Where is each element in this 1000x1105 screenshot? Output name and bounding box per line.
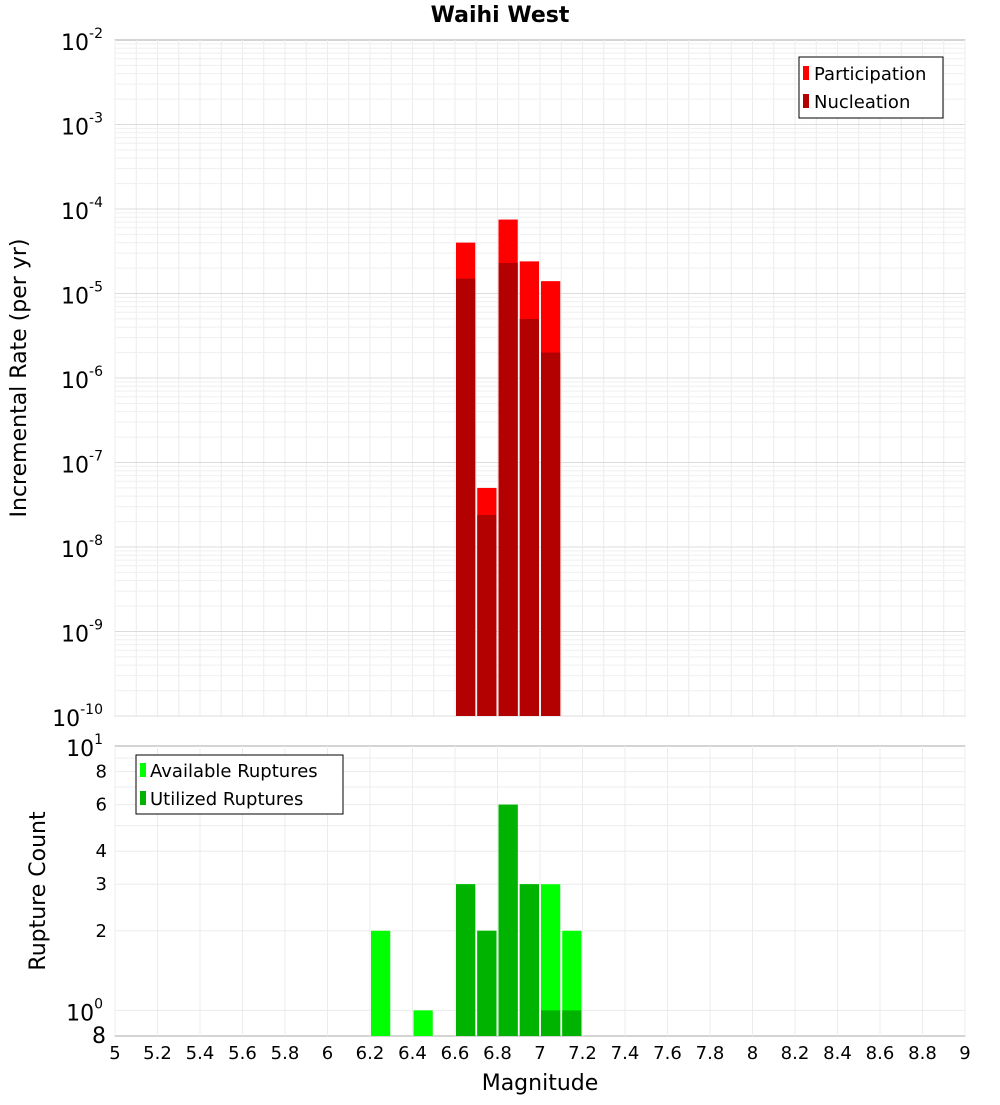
rate-y-ticks: 10-2 10-3 10-4 10-5 10-6 10-7 10-8 10-9 10-10	[52, 26, 103, 732]
rate-legend: Participation Nucleation	[798, 56, 944, 119]
rate-bar-nucleation	[477, 514, 497, 716]
x-tick-label: 7.2	[568, 1043, 597, 1064]
count-bar-utilized	[562, 1010, 582, 1036]
legend-swatch-utilized	[140, 791, 146, 805]
count-y-axis-title: Rupture Count	[26, 811, 51, 971]
rate-legend-box	[798, 56, 944, 119]
rate-y-tick-label: 10-4	[61, 195, 103, 225]
count-y-tick-label: 100	[66, 996, 103, 1026]
x-tick-label: 6.6	[441, 1043, 470, 1064]
count-y-tick-label: 4	[96, 841, 107, 862]
x-tick-label: 6.8	[483, 1043, 512, 1064]
count-bar-utilized	[498, 804, 518, 1036]
x-tick-label: 7	[534, 1043, 545, 1064]
rate-bar-nucleation	[519, 318, 539, 716]
legend-swatch-nucleation	[803, 94, 809, 108]
rate-y-tick-label: 10-5	[61, 280, 103, 310]
rate-bars	[456, 219, 561, 717]
rate-y-tick-label: 10-6	[61, 364, 103, 394]
x-tick-label: 7.4	[611, 1043, 640, 1064]
x-axis-title: Magnitude	[482, 1071, 599, 1096]
rate-y-tick-label: 10-2	[61, 26, 103, 56]
chart-title: Waihi West	[431, 3, 570, 28]
rate-y-tick-label: 10-8	[61, 533, 103, 563]
count-bar-utilized	[477, 930, 497, 1036]
rate-plot: 10-2 10-3 10-4 10-5 10-6 10-7 10-8 10-9 10-10 In…	[7, 26, 966, 732]
legend-label-available: Available Ruptures	[150, 761, 318, 782]
count-bar-utilized	[519, 884, 539, 1036]
count-bar-available	[562, 930, 582, 1036]
x-tick-label: 6.2	[356, 1043, 385, 1064]
x-tick-label: 8.2	[781, 1043, 810, 1064]
x-tick-label: 5.2	[143, 1043, 172, 1064]
rate-y-axis-title: Incremental Rate (per yr)	[7, 239, 32, 518]
x-tick-label: 9	[959, 1043, 970, 1064]
rate-y-tick-label: 10-7	[61, 449, 103, 479]
x-tick-label: 8.6	[866, 1043, 895, 1064]
count-bar-utilized	[541, 1010, 561, 1036]
legend-swatch-available	[140, 763, 146, 777]
count-bar-available	[413, 1010, 433, 1036]
rate-y-tick-label: 10-9	[61, 618, 103, 648]
x-tick-label: 6	[322, 1043, 333, 1064]
rate-bar-nucleation	[456, 278, 476, 716]
count-bar-available	[541, 884, 561, 1036]
x-tick-label: 8.8	[908, 1043, 937, 1064]
x-tick-label: 8	[747, 1043, 758, 1064]
count-y-tick-label: 2	[96, 921, 107, 942]
count-legend-box	[135, 754, 344, 815]
count-x-ticks: 5 5.2 5.4 5.6 5.8 6 6.2 6.4 6.6 6.8 7 7.2 7.4 7.6 7.8 8…	[109, 1043, 970, 1064]
count-legend: Available Ruptures Utilized Ruptures	[135, 754, 344, 815]
rate-y-tick-label: 10-10	[52, 702, 103, 732]
x-tick-label: 5.6	[228, 1043, 257, 1064]
legend-label-utilized: Utilized Ruptures	[150, 789, 303, 810]
count-bars	[371, 804, 582, 1036]
count-y-tick-label: 6	[96, 795, 107, 816]
rate-grid	[114, 40, 966, 717]
x-tick-label: 5.4	[186, 1043, 215, 1064]
rate-bar-nucleation	[498, 262, 518, 716]
count-y-tick-label: 3	[96, 874, 107, 895]
x-tick-label: 7.8	[696, 1043, 725, 1064]
x-tick-label: 8.4	[823, 1043, 852, 1064]
x-tick-label: 5	[109, 1043, 120, 1064]
x-tick-label: 6.4	[398, 1043, 427, 1064]
count-y-tick-label: 101	[66, 732, 103, 762]
rate-y-tick-label: 10-3	[61, 111, 103, 141]
legend-label-participation: Participation	[814, 64, 926, 85]
x-tick-label: 5.8	[271, 1043, 300, 1064]
count-bar-available	[371, 930, 391, 1036]
legend-label-nucleation: Nucleation	[814, 92, 910, 113]
rate-bar-nucleation	[541, 352, 561, 716]
x-tick-label: 7.6	[653, 1043, 682, 1064]
legend-swatch-participation	[803, 66, 809, 80]
count-y-tick-label: 8	[92, 1024, 106, 1049]
count-bar-utilized	[456, 884, 476, 1036]
count-y-tick-label: 8	[96, 762, 107, 783]
